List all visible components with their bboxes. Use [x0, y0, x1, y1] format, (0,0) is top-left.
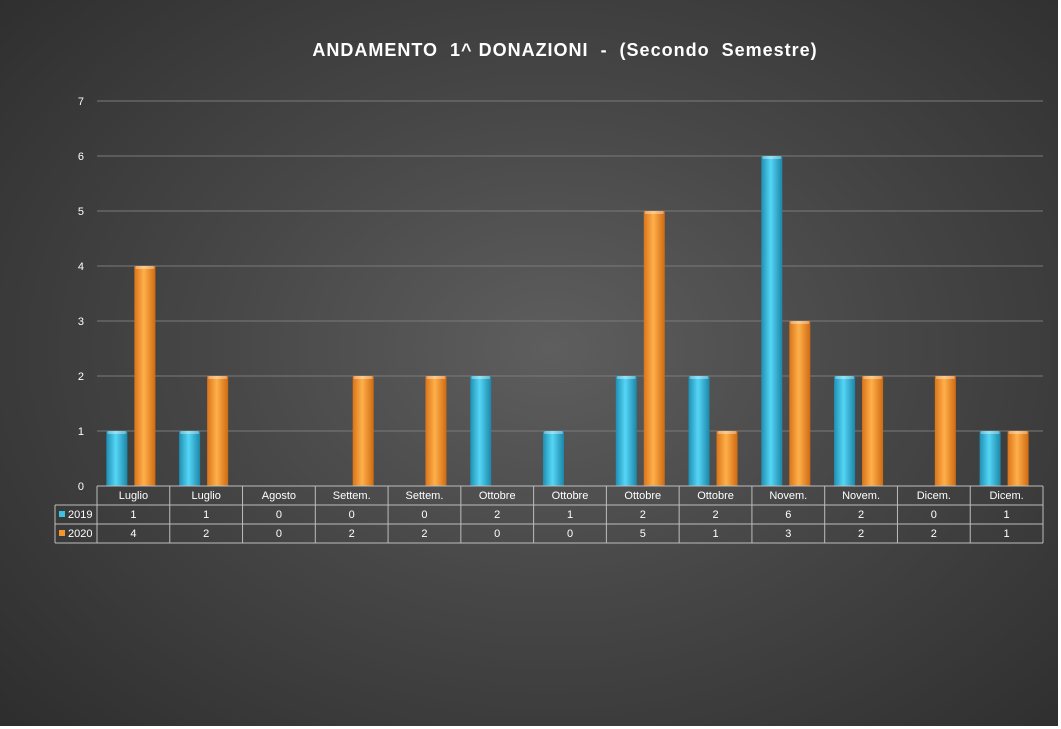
table-value-2019: 1 — [567, 509, 573, 521]
bar-cap-2019 — [762, 156, 782, 159]
bar-2019 — [543, 431, 564, 486]
bar-2019 — [470, 376, 492, 486]
bar-cap-2020 — [935, 376, 955, 379]
table-value-2019: 0 — [421, 509, 427, 521]
table-value-2019: 1 — [1004, 509, 1010, 521]
y-tick-label: 4 — [78, 261, 84, 273]
category-label: Luglio — [191, 490, 220, 502]
y-tick-label: 0 — [78, 481, 84, 493]
bar-2019 — [106, 431, 128, 486]
table-value-2019: 2 — [712, 509, 718, 521]
gridlines — [97, 100, 1043, 432]
category-label: Settem. — [333, 490, 371, 502]
bar-2020 — [934, 376, 956, 486]
category-label: Ottobre — [697, 490, 734, 502]
bar-2019 — [761, 156, 783, 486]
table-value-2019: 2 — [640, 509, 646, 521]
bar-2019 — [688, 376, 710, 486]
table-value-2019: 2 — [858, 509, 864, 521]
y-tick-label: 6 — [78, 151, 84, 163]
category-label: Ottobre — [479, 490, 516, 502]
legend-swatch-2020 — [59, 530, 65, 536]
bar-cap-2019 — [616, 376, 636, 379]
bar-cap-2020 — [644, 211, 664, 214]
table-value-2020: 1 — [712, 528, 718, 540]
table-value-2020: 2 — [203, 528, 209, 540]
bar-cap-2020 — [863, 376, 883, 379]
table-value-2020: 2 — [349, 528, 355, 540]
bar-cap-2020 — [353, 376, 373, 379]
table-value-2020: 0 — [567, 528, 573, 540]
category-label: Luglio — [119, 490, 148, 502]
bar-2020 — [1007, 431, 1029, 486]
y-tick-label: 3 — [78, 316, 84, 328]
table-value-2020: 2 — [421, 528, 427, 540]
table-value-2019: 1 — [203, 509, 209, 521]
table-value-2019: 0 — [931, 509, 937, 521]
bar-2020 — [425, 376, 447, 486]
bar-2019 — [979, 431, 1001, 486]
bar-cap-2020 — [790, 321, 810, 324]
data-table: Luglio Luglio Agosto Settem. Settem. Ottobre O… — [54, 485, 1044, 544]
bar-2020 — [789, 321, 811, 486]
legend-swatch-2019 — [59, 511, 65, 517]
legend-label-2019: 2019 — [68, 509, 92, 521]
table-value-2020: 2 — [858, 528, 864, 540]
bar-2020 — [134, 266, 156, 486]
table-value-2019: 0 — [349, 509, 355, 521]
bar-cap-2020 — [208, 376, 228, 379]
bar-2019 — [615, 376, 637, 486]
category-label: Novem. — [842, 490, 880, 502]
bar-cap-2020 — [135, 266, 155, 269]
category-label: Novem. — [769, 490, 807, 502]
bar-cap-2019 — [544, 431, 563, 434]
bar-cap-2019 — [835, 376, 855, 379]
table-value-2020: 1 — [1004, 528, 1010, 540]
table-value-2019: 6 — [785, 509, 791, 521]
bar-2019 — [179, 431, 201, 486]
bar-cap-2020 — [717, 431, 737, 434]
table-value-2020: 3 — [785, 528, 791, 540]
y-tick-label: 1 — [78, 426, 84, 438]
category-label: Dicem. — [989, 490, 1023, 502]
bar-2020 — [643, 211, 665, 486]
chart-title: ANDAMENTO 1^ DONAZIONI - (Secondo Semest… — [312, 40, 818, 60]
table-value-2019: 1 — [130, 509, 136, 521]
bar-2019 — [834, 376, 856, 486]
table-value-2020: 2 — [931, 528, 937, 540]
bar-2020 — [207, 376, 229, 486]
y-axis-ticks: 0 1 2 3 4 5 6 7 — [78, 96, 84, 493]
bar-cap-2019 — [689, 376, 709, 379]
bar-2020 — [352, 376, 374, 486]
bar-2020 — [862, 376, 884, 486]
table-value-2020: 5 — [640, 528, 646, 540]
bar-cap-2020 — [426, 376, 446, 379]
category-label: Dicem. — [917, 490, 951, 502]
table-value-2020: 4 — [130, 528, 136, 540]
y-tick-label: 2 — [78, 371, 84, 383]
bar-cap-2020 — [1008, 431, 1028, 434]
legend-label-2020: 2020 — [68, 528, 92, 540]
y-tick-label: 5 — [78, 206, 84, 218]
bar-2020 — [716, 431, 738, 486]
category-label: Ottobre — [552, 490, 589, 502]
y-tick-label: 7 — [78, 96, 84, 108]
category-label: Agosto — [262, 490, 296, 502]
bars — [106, 156, 1029, 486]
bar-cap-2019 — [471, 376, 491, 379]
table-value-2019: 2 — [494, 509, 500, 521]
category-label: Ottobre — [624, 490, 661, 502]
bar-cap-2019 — [180, 431, 200, 434]
table-value-2020: 0 — [276, 528, 282, 540]
bar-cap-2019 — [980, 431, 1000, 434]
category-label: Settem. — [406, 490, 444, 502]
table-value-2020: 0 — [494, 528, 500, 540]
table-value-2019: 0 — [276, 509, 282, 521]
bar-cap-2019 — [107, 431, 127, 434]
